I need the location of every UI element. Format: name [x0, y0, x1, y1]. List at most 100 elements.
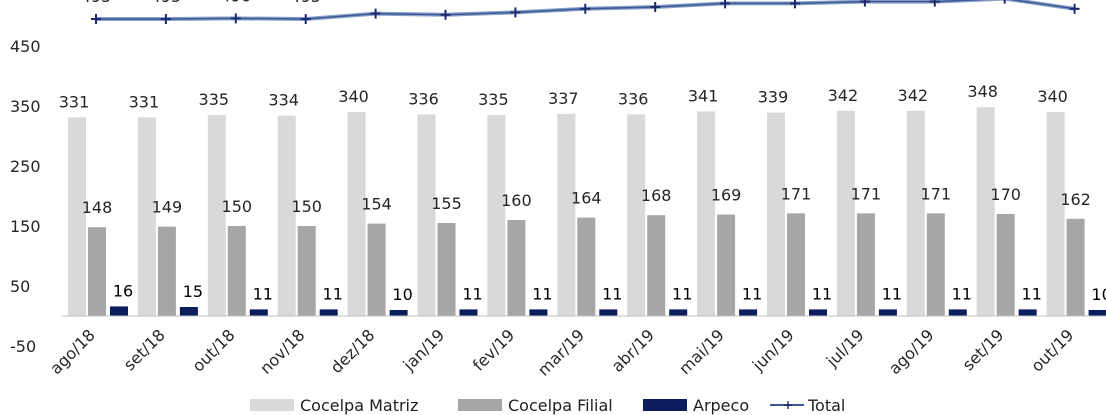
data-label-cocelpa-filial: 160	[501, 191, 532, 210]
bar-cocelpa-filial	[507, 220, 526, 316]
x-tick-label: mai/19	[675, 325, 728, 378]
bar-cocelpa-matriz	[207, 115, 226, 316]
legend-line-total: +	[770, 399, 804, 411]
data-label-cocelpa-filial: 150	[291, 197, 322, 216]
data-label-arpeco: 10	[1091, 285, 1106, 304]
bar-cocelpa-matriz	[627, 114, 646, 317]
bar-cocelpa-matriz	[557, 113, 576, 316]
bar-cocelpa-matriz	[836, 110, 855, 316]
bar-arpeco	[878, 309, 897, 316]
legend-label-cocelpa-matriz: Cocelpa Matriz	[300, 395, 419, 415]
bar-cocelpa-matriz	[976, 107, 995, 316]
bar-arpeco	[529, 309, 548, 316]
y-tick-label: 450	[10, 37, 41, 56]
x-tick-label: ago/18	[46, 325, 99, 378]
data-label-total: 495	[81, 0, 112, 6]
data-label-cocelpa-matriz: 341	[688, 86, 719, 105]
bar-cocelpa-filial	[577, 217, 596, 316]
data-label-arpeco: 16	[113, 281, 133, 300]
data-label-arpeco: 11	[882, 284, 902, 303]
x-tick-label: jul/19	[822, 325, 868, 371]
bar-arpeco	[110, 306, 128, 316]
bar-arpeco	[599, 309, 618, 316]
x-tick-label: mar/19	[534, 325, 588, 379]
legend-item-total: + Total	[770, 396, 845, 415]
bar-cocelpa-filial	[437, 223, 456, 316]
y-tick-label: -50	[10, 337, 36, 356]
x-tick-label: nov/18	[256, 325, 308, 377]
bar-arpeco	[948, 309, 967, 316]
bar-arpeco	[319, 309, 338, 316]
bar-cocelpa-matriz	[417, 114, 436, 317]
data-label-total: 502	[430, 0, 461, 2]
chart: 55045035025015050-50 ago/18set/18out/18n…	[10, 0, 1106, 380]
data-label-cocelpa-filial: 148	[82, 198, 113, 217]
data-label-cocelpa-filial: 169	[711, 186, 742, 205]
data-label-arpeco: 15	[183, 282, 203, 301]
y-tick-label: 350	[10, 97, 41, 116]
y-tick-label: 50	[10, 277, 30, 296]
bar-cocelpa-filial	[856, 213, 875, 316]
bar-arpeco	[459, 309, 478, 316]
legend-item-arpeco: Arpeco	[643, 395, 750, 415]
data-label-cocelpa-matriz: 335	[199, 90, 230, 109]
legend-swatch-arpeco	[643, 399, 687, 411]
data-label-arpeco: 11	[952, 284, 972, 303]
bar-cocelpa-matriz	[697, 111, 716, 317]
x-axis: ago/18 set/18 out/18 nov/18 dez/18 jan/19 fev/…	[46, 325, 1077, 379]
y-tick-label: 150	[10, 217, 41, 236]
x-tick-label: jun/19	[748, 325, 798, 375]
data-label-cocelpa-matriz: 336	[408, 89, 439, 108]
bar-arpeco	[389, 310, 408, 316]
data-label-arpeco: 11	[532, 284, 552, 303]
data-label-arpeco: 11	[253, 284, 273, 303]
legend-swatch-cocelpa-matriz	[250, 399, 294, 411]
data-label-cocelpa-matriz: 335	[478, 90, 509, 109]
data-label-cocelpa-matriz: 331	[129, 92, 160, 111]
data-label-cocelpa-filial: 149	[152, 198, 183, 217]
x-tick-label: jan/19	[399, 325, 449, 375]
y-axis: 55045035025015050-50	[10, 37, 41, 356]
bar-arpeco	[179, 307, 198, 316]
bar-cocelpa-filial	[647, 215, 666, 316]
data-label-arpeco: 11	[462, 284, 482, 303]
data-label-cocelpa-matriz: 336	[618, 89, 649, 108]
x-tick-label: out/18	[188, 325, 238, 375]
bar-cocelpa-filial	[717, 214, 736, 316]
bar-cocelpa-filial	[787, 213, 805, 316]
data-labels: 331 148 16 331 149 15 335 150 11 334 150 11 340 154 10…	[59, 0, 1106, 304]
data-label-arpeco: 11	[602, 284, 622, 303]
data-label-cocelpa-filial: 171	[921, 184, 952, 203]
data-label-cocelpa-matriz: 342	[828, 86, 859, 105]
data-label-total: 504	[360, 0, 391, 1]
data-label-cocelpa-filial: 171	[781, 184, 812, 203]
data-label-cocelpa-filial: 150	[222, 197, 253, 216]
data-label-cocelpa-filial: 164	[571, 189, 602, 208]
legend: Cocelpa Matriz Cocelpa Filial Arpeco + T…	[0, 395, 1106, 415]
bars	[68, 107, 1106, 317]
x-tick-label: ago/19	[885, 325, 938, 378]
bar-cocelpa-matriz	[1046, 112, 1065, 316]
data-label-arpeco: 10	[392, 285, 412, 304]
data-label-cocelpa-matriz: 337	[548, 89, 579, 108]
x-tick-label: set/18	[120, 325, 169, 374]
data-label-total: 496	[221, 0, 252, 5]
data-label-arpeco: 11	[742, 284, 762, 303]
legend-label-arpeco: Arpeco	[693, 395, 750, 415]
data-label-arpeco: 11	[1022, 284, 1042, 303]
data-label-arpeco: 11	[812, 284, 832, 303]
data-label-cocelpa-matriz: 334	[268, 91, 299, 110]
x-tick-label: abr/19	[608, 325, 658, 375]
bar-cocelpa-matriz	[137, 117, 156, 317]
data-label-cocelpa-matriz: 342	[898, 86, 929, 105]
bar-cocelpa-matriz	[68, 117, 86, 317]
legend-swatch-cocelpa-filial	[458, 399, 502, 411]
data-label-cocelpa-filial: 155	[431, 194, 462, 213]
data-label-cocelpa-filial: 168	[641, 186, 672, 205]
x-tick-label: out/19	[1027, 325, 1077, 375]
legend-label-cocelpa-filial: Cocelpa Filial	[508, 395, 613, 415]
bar-cocelpa-filial	[297, 226, 316, 316]
bar-cocelpa-filial	[367, 223, 386, 316]
bar-cocelpa-filial	[926, 213, 945, 316]
bar-cocelpa-matriz	[487, 115, 506, 316]
